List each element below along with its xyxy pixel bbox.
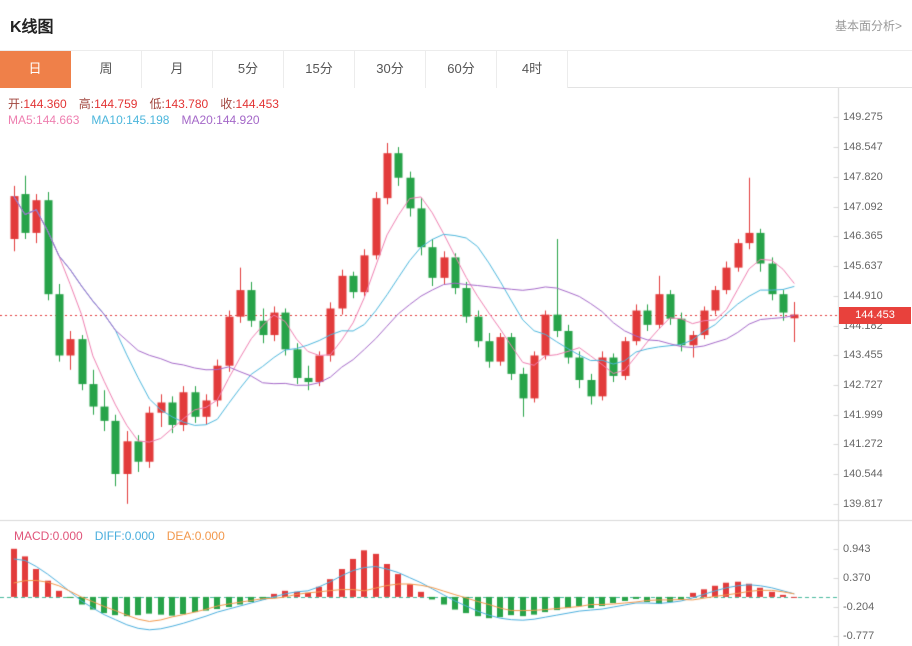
last-price-badge: 144.453 bbox=[839, 307, 911, 324]
macd-axis-label: 0.943 bbox=[843, 543, 871, 555]
price-axis-label: 148.547 bbox=[843, 141, 883, 153]
ohlc-info: 开:144.360 高:144.759 低:143.780 收:144.453 bbox=[8, 95, 291, 112]
header: K线图 基本面分析> bbox=[0, 0, 912, 50]
macd-axis-label: -0.204 bbox=[843, 601, 875, 613]
tab-5分[interactable]: 5分 bbox=[213, 51, 284, 88]
macd-axis-label: 0.370 bbox=[843, 572, 871, 584]
price-axis-label: 145.637 bbox=[843, 260, 883, 272]
price-axis-label: 141.272 bbox=[843, 438, 883, 450]
price-axis-label: 147.820 bbox=[843, 171, 883, 183]
ma-info: MA5:144.663 MA10:145.198 MA20:144.920 bbox=[8, 113, 272, 127]
tab-30分[interactable]: 30分 bbox=[355, 51, 426, 88]
price-axis-label: 142.727 bbox=[843, 379, 883, 391]
macd-line-macd: MACD:0.000 bbox=[14, 529, 83, 543]
ohlc-line-high: 高:144.759 bbox=[78, 97, 138, 111]
kline-chart: 开:144.360 高:144.759 低:143.780 收:144.453 MA5… bbox=[0, 88, 912, 646]
macd-line-dea: DEA:0.000 bbox=[166, 529, 225, 543]
period-tabs: 日周月 5分 15分 30分 60分 4时 bbox=[0, 50, 912, 88]
ma-line-ma20: MA20:144.920 bbox=[181, 113, 260, 127]
price-axis-label: 149.275 bbox=[843, 111, 883, 123]
price-axis-label: 147.092 bbox=[843, 201, 883, 213]
price-axis-label: 144.910 bbox=[843, 290, 883, 302]
ma-line-ma5: MA5:144.663 bbox=[8, 113, 80, 127]
macd-line-diff: DIFF:0.000 bbox=[94, 529, 155, 543]
ma-line-ma10: MA10:145.198 bbox=[91, 113, 170, 127]
tab-月[interactable]: 月 bbox=[142, 51, 213, 88]
price-axis-label: 139.817 bbox=[843, 498, 883, 510]
tab-15分[interactable]: 15分 bbox=[284, 51, 355, 88]
ohlc-line-close: 收:144.453 bbox=[220, 97, 279, 111]
tab-日[interactable]: 日 bbox=[0, 51, 71, 88]
kline-canvas[interactable] bbox=[0, 88, 912, 646]
page-title: K线图 bbox=[10, 19, 54, 36]
ohlc-line-open: 开:144.360 bbox=[8, 97, 67, 111]
fundamental-analysis-link[interactable]: 基本面分析> bbox=[834, 18, 902, 33]
tab-4时[interactable]: 4时 bbox=[497, 51, 568, 88]
price-axis-label: 141.999 bbox=[843, 409, 883, 421]
macd-axis-label: -0.777 bbox=[843, 630, 875, 642]
price-axis-label: 143.455 bbox=[843, 349, 883, 361]
ohlc-line-low: 低:143.780 bbox=[149, 97, 209, 111]
tab-60分[interactable]: 60分 bbox=[426, 51, 497, 88]
macd-info: MACD:0.000 DIFF:0.000 DEA:0.000 bbox=[14, 529, 237, 543]
price-axis-label: 140.544 bbox=[843, 468, 883, 480]
tab-周[interactable]: 周 bbox=[71, 51, 142, 88]
price-axis-label: 146.365 bbox=[843, 230, 883, 242]
